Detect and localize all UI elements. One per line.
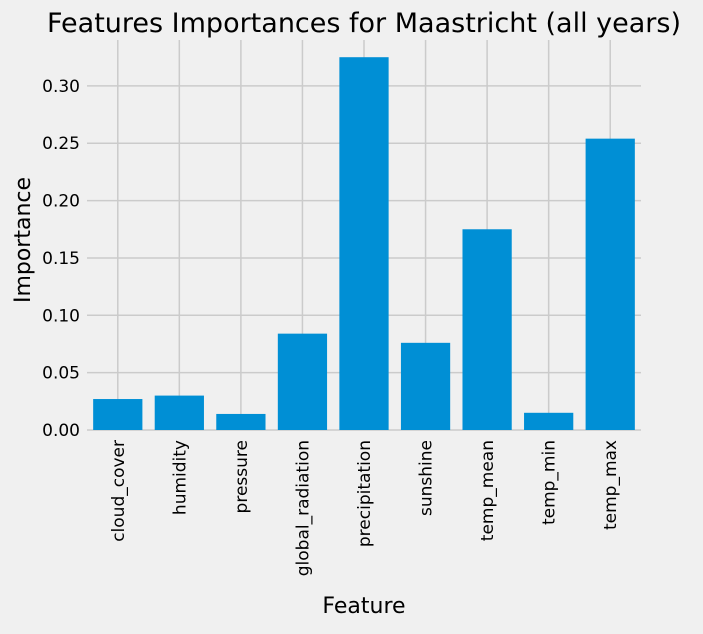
- y-tick-label: 0.00: [42, 421, 80, 441]
- x-tick-label: global_radiation: [293, 440, 313, 576]
- bar-temp-min: [524, 412, 574, 430]
- bar-pressure: [216, 413, 266, 430]
- y-axis-label: Importance: [11, 177, 36, 303]
- x-tick-label: temp_mean: [478, 440, 498, 541]
- x-axis-label: Feature: [322, 594, 405, 619]
- x-tick-label: sunshine: [417, 440, 437, 516]
- y-tick-labels: 0.00 0.05 0.10 0.15 0.20 0.25 0.30: [42, 77, 80, 441]
- x-tick-label: precipitation: [355, 440, 375, 547]
- x-tick-label: temp_max: [601, 440, 621, 530]
- y-tick-label: 0.05: [42, 364, 80, 384]
- bar-precipitation: [339, 57, 389, 431]
- bar-global-radiation: [277, 333, 328, 430]
- bar-temp-mean: [462, 229, 512, 430]
- x-tick-label: humidity: [170, 440, 190, 515]
- bar-temp-max: [585, 138, 635, 430]
- bar-humidity: [154, 395, 204, 430]
- bar-sunshine: [400, 342, 451, 430]
- y-tick-label: 0.30: [42, 77, 80, 97]
- y-tick-label: 0.25: [42, 134, 80, 154]
- bar-cloud-cover: [93, 399, 143, 430]
- x-tick-label: pressure: [232, 440, 252, 513]
- y-tick-label: 0.10: [42, 306, 80, 326]
- bars: [93, 57, 635, 431]
- y-tick-label: 0.15: [42, 249, 80, 269]
- y-tick-label: 0.20: [42, 192, 80, 212]
- x-tick-label: cloud_cover: [109, 440, 129, 542]
- x-tick-labels: cloud_cover humidity pressure global_radiat…: [109, 440, 621, 576]
- x-tick-label: temp_min: [540, 440, 560, 525]
- chart-title: Features Importances for Maastricht (all…: [47, 8, 681, 39]
